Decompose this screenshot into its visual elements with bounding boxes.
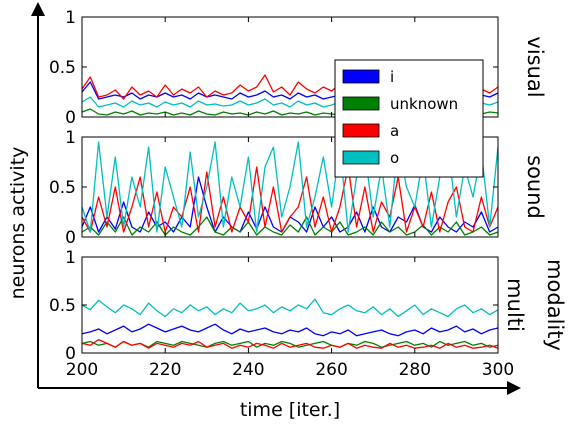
x-tick-label: 200 <box>66 360 98 380</box>
y-tick-label: 0 <box>65 228 76 248</box>
panel-0: 0 0.5 1 visual <box>49 8 547 128</box>
legend-item: o <box>342 149 399 167</box>
modality-label-word: sound <box>523 155 547 219</box>
y-axis-label: neurons activity <box>7 147 29 300</box>
legend-swatch <box>342 69 380 84</box>
y-tick-label: 0.5 <box>49 178 76 198</box>
y-tick-label: 0.5 <box>49 296 76 316</box>
modality-label-word: modality <box>543 259 567 351</box>
panel-2: 0 0.5 1 200 220 240 260 280 300 multi modality <box>49 248 567 380</box>
y-tick-label: 1 <box>65 128 76 148</box>
y-tick-label: 1 <box>65 8 76 28</box>
x-tick-label: 280 <box>399 360 431 380</box>
panels: 0 0.5 1 visual 0 0.5 1 sound 0 0.5 1 200 220 240 260 28… <box>49 8 567 380</box>
x-tick-label: 220 <box>149 360 181 380</box>
y-tick-label: 0 <box>65 108 76 128</box>
outer-y-axis-arrow <box>31 2 45 16</box>
x-tick-label: 260 <box>315 360 347 380</box>
modality-label: multi modality <box>503 259 567 351</box>
legend-label: o <box>390 149 399 167</box>
modality-label: sound <box>523 155 547 219</box>
series-line-o <box>81 141 499 233</box>
legend-item: a <box>342 122 399 140</box>
x-tick-label: 300 <box>482 360 514 380</box>
modality-label-word: multi <box>503 278 527 332</box>
y-tick-label: 0 <box>65 344 76 364</box>
legend-item: unknown <box>342 95 458 113</box>
series-line-unknown <box>81 216 499 236</box>
series-line-o <box>81 298 499 318</box>
y-tick-label: 0.5 <box>49 58 76 78</box>
legend-item: i <box>342 68 394 86</box>
legend: i unknown ao <box>334 59 484 178</box>
series-line-i <box>81 323 499 337</box>
legend-swatch <box>342 150 380 165</box>
legend-swatch <box>342 96 380 111</box>
x-tick-label: 240 <box>232 360 264 380</box>
legend-label: i <box>390 68 394 86</box>
modality-label: visual <box>523 36 547 97</box>
legend-swatch <box>342 123 380 138</box>
legend-label: a <box>390 122 399 140</box>
outer-x-axis-arrow <box>507 381 521 395</box>
panel-frame <box>81 256 499 354</box>
x-axis-label: time [iter.] <box>240 399 340 421</box>
panel-1: 0 0.5 1 sound <box>49 128 547 248</box>
modality-label-word: visual <box>523 36 547 97</box>
legend-label: unknown <box>390 95 458 113</box>
outer-axes <box>31 2 521 395</box>
series-line-a <box>81 338 499 349</box>
y-tick-label: 1 <box>65 248 76 268</box>
